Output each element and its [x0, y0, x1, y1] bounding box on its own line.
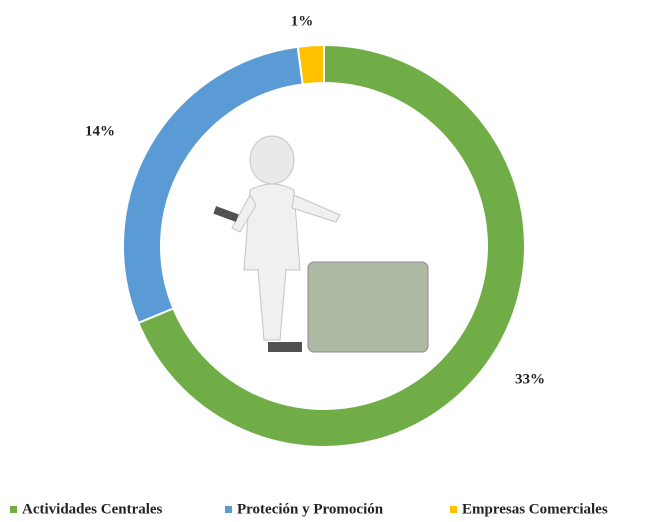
- legend-label: Actividades Centrales: [22, 501, 163, 517]
- legend-label: Proteción y Promoción: [237, 501, 384, 517]
- legend-label: Empresas Comerciales: [462, 501, 608, 517]
- data-label: 14%: [85, 123, 115, 139]
- donut-segment: [136, 43, 526, 448]
- legend-swatch: [10, 506, 17, 513]
- data-label: 1%: [291, 13, 314, 29]
- legend-swatch: [225, 506, 232, 513]
- legend-swatch: [450, 506, 457, 513]
- donut-segment: [296, 43, 325, 86]
- center-illustration: [213, 135, 429, 353]
- data-label: 33%: [515, 371, 545, 387]
